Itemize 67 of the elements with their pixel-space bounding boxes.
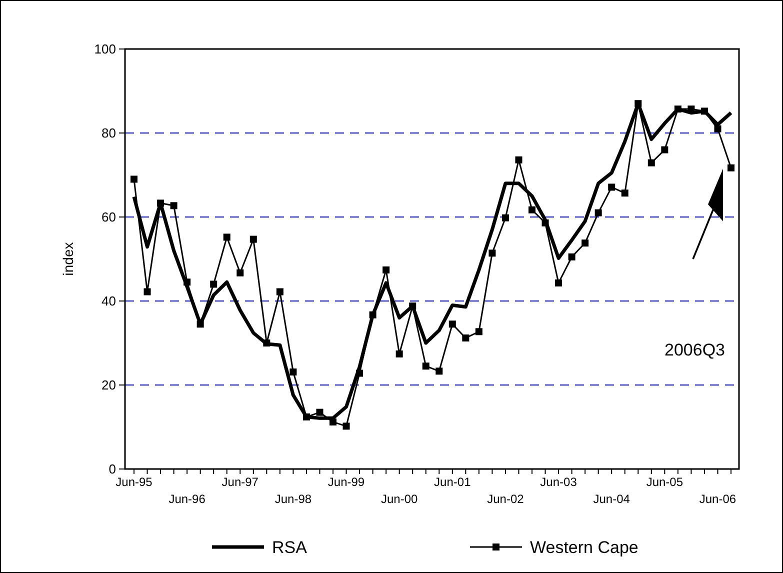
point [130, 176, 138, 183]
x-tick-label: Jun-03 [540, 475, 578, 489]
point [448, 320, 456, 328]
point [210, 280, 218, 288]
x-tick-label: Jun-98 [274, 492, 312, 506]
point [674, 106, 682, 113]
point [528, 206, 536, 214]
point [316, 408, 324, 416]
point [462, 334, 470, 342]
point [184, 278, 191, 286]
point [568, 253, 576, 260]
y-tick-label: 80 [102, 126, 116, 141]
annotation: 2006Q3 [664, 340, 725, 360]
point [515, 156, 522, 164]
point [700, 108, 708, 115]
point [608, 184, 616, 191]
x-tick-label: Jun-95 [116, 475, 153, 489]
point [236, 269, 244, 276]
point [276, 288, 284, 296]
point [621, 190, 628, 197]
point [196, 320, 204, 328]
y-tick-label: 40 [102, 294, 116, 309]
x-tick-label: Jun-99 [328, 475, 365, 489]
point [502, 214, 509, 222]
y-tick-label: 0 [108, 462, 116, 477]
x-tick-label: Jun-00 [380, 492, 418, 506]
x-tick-label: Jun-05 [646, 475, 684, 489]
y-tick-label: 60 [102, 210, 116, 225]
point [661, 146, 668, 154]
point [290, 368, 297, 376]
point [409, 302, 416, 310]
point [263, 340, 270, 346]
legend-label: Western Cape [530, 538, 638, 557]
legend-label: RSA [272, 538, 308, 557]
point [302, 413, 310, 420]
x-tick-label: Jun-97 [222, 475, 259, 489]
point [157, 200, 164, 207]
x-tick-label: Jun-04 [593, 492, 630, 506]
point [648, 159, 655, 166]
point [542, 219, 549, 226]
point [330, 418, 336, 426]
point [356, 370, 364, 377]
y-tick-label: 20 [102, 378, 116, 393]
point [582, 240, 589, 247]
point [382, 266, 390, 274]
point [634, 100, 642, 108]
x-tick-label: Jun-01 [434, 475, 472, 489]
x-tick-label: Jun-06 [699, 492, 736, 506]
point [475, 328, 482, 336]
point [422, 362, 430, 370]
point [396, 350, 403, 358]
point [488, 250, 496, 257]
point [223, 234, 230, 241]
point [714, 125, 722, 132]
point [436, 368, 443, 375]
x-tick-label: Jun-02 [487, 492, 524, 506]
point [144, 288, 151, 296]
y-axis-title: index [60, 242, 76, 276]
point [728, 164, 734, 172]
y-tick-label: 100 [94, 42, 116, 57]
point [250, 236, 257, 243]
point [170, 202, 178, 210]
x-tick-label: Jun-96 [168, 492, 206, 506]
point [555, 279, 562, 286]
point [342, 422, 350, 430]
point [594, 209, 602, 216]
point [369, 311, 376, 318]
